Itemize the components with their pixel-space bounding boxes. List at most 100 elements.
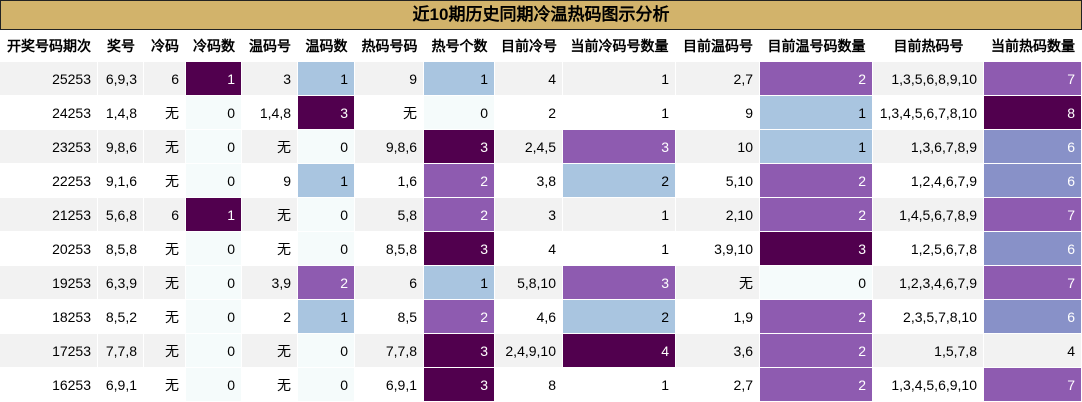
- heat-cell: 0: [186, 334, 242, 368]
- heat-cell: 2: [424, 300, 495, 334]
- heat-cell: 0: [760, 266, 873, 300]
- column-header: 奖号: [107, 38, 135, 54]
- heat-cell: 2: [760, 368, 873, 402]
- table-cell: 22253: [0, 164, 98, 198]
- heat-cell: 6: [984, 164, 1082, 198]
- heat-cell: 4: [984, 334, 1082, 368]
- table-cell: 9,8,6: [355, 130, 424, 164]
- column-header: 目前冷号: [501, 38, 557, 54]
- table-cell: 4: [495, 232, 563, 266]
- table-cell: 无: [242, 368, 298, 402]
- heat-cell: 6: [984, 300, 1082, 334]
- table-cell: 1,5,7,8: [873, 334, 984, 368]
- table-cell: 1,2,5,6,7,8: [873, 232, 984, 266]
- table-cell: 8: [495, 368, 563, 402]
- table-cell: 2: [242, 300, 298, 334]
- heat-cell: 1: [424, 266, 495, 300]
- table-row: 19253 6,3,9 无 0 3,9 2 6 1 5,8,10 3 无 0 1,2,3,4,6,7,9…: [0, 266, 1082, 300]
- heat-cell: 1: [563, 96, 676, 130]
- table-cell: 1,4,8: [98, 96, 144, 130]
- table-cell: 9: [676, 96, 760, 130]
- heat-cell: 7: [984, 266, 1082, 300]
- table-row: 24253 1,4,8 无 0 1,4,8 3 无 0 2 1 9 1 1,3,4,5,6,7,8,10…: [0, 96, 1082, 130]
- table-cell: 3,9,10: [676, 232, 760, 266]
- table-cell: 4,6: [495, 300, 563, 334]
- heat-cell: 3: [760, 232, 873, 266]
- table-cell: 18253: [0, 300, 98, 334]
- heat-cell: 1: [563, 368, 676, 402]
- table-cell: 9: [242, 164, 298, 198]
- table-row: 20253 8,5,8 无 0 无 0 8,5,8 3 4 1 3,9,10 3 1,2,5,6,7,8…: [0, 232, 1082, 266]
- table-cell: 2,7: [676, 62, 760, 96]
- table-cell: 1,3,5,6,8,9,10: [873, 62, 984, 96]
- heat-cell: 0: [186, 96, 242, 130]
- heat-cell: 1: [760, 130, 873, 164]
- heat-cell: 1: [186, 62, 242, 96]
- heat-cell: 0: [186, 300, 242, 334]
- table-cell: 6,9,1: [355, 368, 424, 402]
- heat-cell: 6: [984, 130, 1082, 164]
- heat-cell: 1: [563, 232, 676, 266]
- heat-cell: 0: [298, 130, 355, 164]
- chart-title: 近10期历史同期冷温热码图示分析: [0, 0, 1082, 30]
- table-cell: 无: [242, 198, 298, 232]
- heat-cell: 1: [424, 62, 495, 96]
- table-cell: 7,7,8: [98, 334, 144, 368]
- heat-cell: 0: [186, 368, 242, 402]
- table-cell: 无: [676, 266, 760, 300]
- table-row: 22253 9,1,6 无 0 9 1 1,6 2 3,8 2 5,10 2 1,2,4,6,7,9 6: [0, 164, 1082, 198]
- heat-cell: 3: [424, 368, 495, 402]
- table-cell: 5,8: [355, 198, 424, 232]
- table-cell: 8,5,2: [98, 300, 144, 334]
- table-cell: 6,9,1: [98, 368, 144, 402]
- heat-cell: 2: [563, 164, 676, 198]
- column-header: 当前冷码号数量: [570, 38, 669, 54]
- heat-cell: 2: [424, 198, 495, 232]
- table-cell: 无: [144, 300, 186, 334]
- table-cell: 1,3,4,5,6,9,10: [873, 368, 984, 402]
- table-cell: 无: [144, 130, 186, 164]
- column-header: 冷码: [151, 38, 179, 54]
- heat-cell: 6: [984, 232, 1082, 266]
- table-cell: 1,6: [355, 164, 424, 198]
- table-cell: 6,9,3: [98, 62, 144, 96]
- table-cell: 1,9: [676, 300, 760, 334]
- table-cell: 24253: [0, 96, 98, 130]
- table-cell: 2,3,5,7,8,10: [873, 300, 984, 334]
- table-cell: 19253: [0, 266, 98, 300]
- table-row: 17253 7,7,8 无 0 无 0 7,7,8 3 2,4,9,10 4 3,6 2 1,5,7,8…: [0, 334, 1082, 368]
- table-cell: 3,9: [242, 266, 298, 300]
- table-cell: 10: [676, 130, 760, 164]
- heat-cell: 7: [984, 62, 1082, 96]
- table-row: 21253 5,6,8 6 1 无 0 5,8 2 3 1 2,10 2 1,4,5,6,7,8,9 7: [0, 198, 1082, 232]
- heat-cell: 1: [298, 300, 355, 334]
- table-cell: 2: [495, 96, 563, 130]
- heat-cell: 2: [424, 164, 495, 198]
- column-header: 热号个数: [431, 38, 488, 54]
- heat-cell: 0: [186, 164, 242, 198]
- table-cell: 9: [355, 62, 424, 96]
- table-cell: 无: [144, 96, 186, 130]
- table-cell: 无: [242, 232, 298, 266]
- heat-cell: 1: [186, 198, 242, 232]
- heat-cell: 2: [760, 164, 873, 198]
- heat-cell: 2: [298, 266, 355, 300]
- column-header: 目前温码号: [683, 38, 753, 54]
- heat-cell: 2: [760, 62, 873, 96]
- heat-cell: 2: [760, 300, 873, 334]
- heat-cell: 1: [760, 96, 873, 130]
- table-row: 16253 6,9,1 无 0 无 0 6,9,1 3 8 1 2,7 2 1,3,4,5,6,9,10…: [0, 368, 1082, 402]
- heat-cell: 1: [563, 62, 676, 96]
- heat-cell: 3: [424, 334, 495, 368]
- column-header: 冷码数: [193, 38, 235, 54]
- column-header: 目前温号码数量: [767, 38, 866, 54]
- table-cell: 4: [495, 62, 563, 96]
- table-cell: 9,8,6: [98, 130, 144, 164]
- heat-cell: 0: [298, 232, 355, 266]
- heat-cell: 2: [563, 300, 676, 334]
- heat-cell: 3: [424, 232, 495, 266]
- table-cell: 8,5,8: [355, 232, 424, 266]
- column-header: 目前热码号: [893, 38, 964, 54]
- table-cell: 8,5,8: [98, 232, 144, 266]
- table-cell: 无: [144, 368, 186, 402]
